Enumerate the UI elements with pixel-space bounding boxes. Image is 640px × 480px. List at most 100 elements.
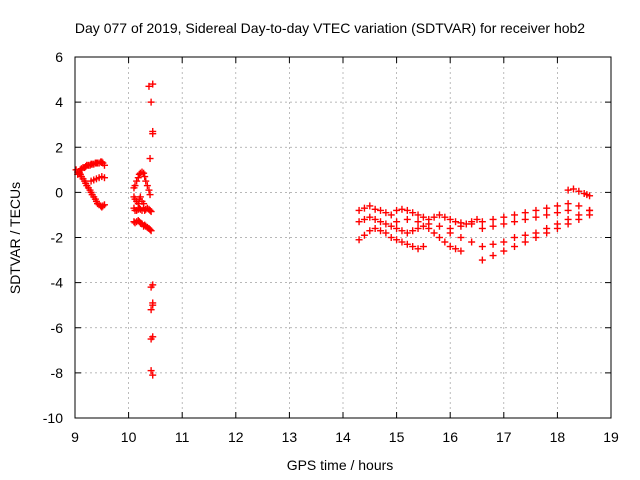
data-point-marker <box>564 206 572 214</box>
data-point-marker <box>489 252 497 260</box>
data-point-marker <box>521 215 529 223</box>
data-point-marker <box>147 208 155 216</box>
data-point-marker <box>414 245 422 253</box>
data-point-marker <box>393 236 401 244</box>
y-tick-label: -6 <box>51 320 64 336</box>
data-point-marker <box>366 213 374 221</box>
data-point-marker <box>133 177 141 185</box>
data-point-marker <box>371 205 379 213</box>
data-point-marker <box>521 231 529 239</box>
data-point-marker <box>99 202 107 210</box>
data-point-marker <box>435 234 443 241</box>
data-point-marker <box>366 202 374 210</box>
x-axis-label: GPS time / hours <box>287 457 394 473</box>
data-point-marker <box>403 229 411 237</box>
data-point-marker <box>146 206 154 214</box>
data-point-marker <box>147 367 155 375</box>
data-point-marker <box>142 177 150 185</box>
data-point-marker <box>473 215 481 223</box>
data-point-marker <box>371 215 379 223</box>
data-point-marker <box>147 283 155 291</box>
data-point-marker <box>457 234 465 241</box>
data-point-marker <box>377 206 385 214</box>
data-point-marker <box>468 220 476 228</box>
data-point-marker <box>371 224 379 232</box>
y-tick-label: 6 <box>55 49 63 65</box>
points-layer <box>72 80 594 379</box>
data-point-marker <box>468 238 476 246</box>
data-point-marker <box>414 211 422 219</box>
x-tick-label: 18 <box>550 429 566 445</box>
chart-title: Day 077 of 2019, Sidereal Day-to-day VTE… <box>75 20 585 36</box>
data-point-marker <box>586 211 594 219</box>
y-tick-label: 0 <box>55 184 63 200</box>
data-point-marker <box>521 209 529 217</box>
data-point-marker <box>145 186 153 194</box>
data-point-marker <box>564 220 572 228</box>
data-point-marker <box>478 256 486 264</box>
data-point-marker <box>398 238 406 246</box>
data-point-marker <box>543 204 551 212</box>
x-tick-label: 14 <box>335 429 351 445</box>
data-point-marker <box>489 215 497 223</box>
data-point-marker <box>532 234 540 241</box>
data-point-marker <box>564 200 572 208</box>
data-point-marker <box>435 211 443 219</box>
data-point-marker <box>414 218 422 226</box>
data-point-marker <box>553 202 561 210</box>
data-point-marker <box>446 243 454 251</box>
data-point-marker <box>478 218 486 226</box>
data-point-marker <box>569 185 577 193</box>
data-point-marker <box>149 333 157 341</box>
data-point-marker <box>575 202 583 210</box>
data-point-marker <box>360 231 368 239</box>
data-point-marker <box>398 205 406 213</box>
data-point-marker <box>441 238 449 246</box>
data-point-marker <box>387 211 395 219</box>
data-point-marker <box>136 193 144 201</box>
data-point-marker <box>425 220 433 228</box>
data-point-marker <box>511 243 519 251</box>
x-tick-label: 17 <box>496 429 512 445</box>
data-point-marker <box>586 192 594 200</box>
x-tick-label: 16 <box>442 429 458 445</box>
data-point-marker <box>575 187 583 195</box>
data-point-marker <box>452 218 460 226</box>
data-point-marker <box>521 238 529 246</box>
data-point-marker <box>393 218 401 226</box>
data-point-marker <box>553 209 561 217</box>
x-tick-label: 9 <box>71 429 79 445</box>
data-point-marker <box>355 218 363 226</box>
data-point-marker <box>511 218 519 226</box>
data-point-marker <box>409 227 417 235</box>
data-point-marker <box>100 201 108 209</box>
data-point-marker <box>532 213 540 221</box>
data-point-marker <box>360 204 368 212</box>
data-point-marker <box>511 211 519 219</box>
x-tick-label: 11 <box>175 429 190 445</box>
data-point-marker <box>511 234 519 241</box>
data-point-marker <box>543 229 551 237</box>
data-point-marker <box>149 371 157 379</box>
data-point-marker <box>500 213 508 221</box>
data-point-marker <box>419 243 427 251</box>
data-point-marker <box>457 247 465 255</box>
data-point-marker <box>136 219 144 227</box>
data-point-marker <box>134 174 142 182</box>
data-point-marker <box>414 224 422 232</box>
data-point-marker <box>360 215 368 223</box>
data-point-marker <box>377 218 385 226</box>
data-point-marker <box>382 209 390 217</box>
data-point-marker <box>382 220 390 228</box>
ticks-layer <box>74 56 612 419</box>
data-point-marker <box>146 226 154 234</box>
y-tick-label: -10 <box>43 410 63 426</box>
y-tick-label: 2 <box>55 139 63 155</box>
data-point-marker <box>435 222 443 230</box>
data-point-marker <box>100 161 108 169</box>
data-point-marker <box>143 182 151 190</box>
data-point-marker <box>387 222 395 230</box>
data-point-marker <box>393 206 401 214</box>
data-point-marker <box>489 222 497 230</box>
